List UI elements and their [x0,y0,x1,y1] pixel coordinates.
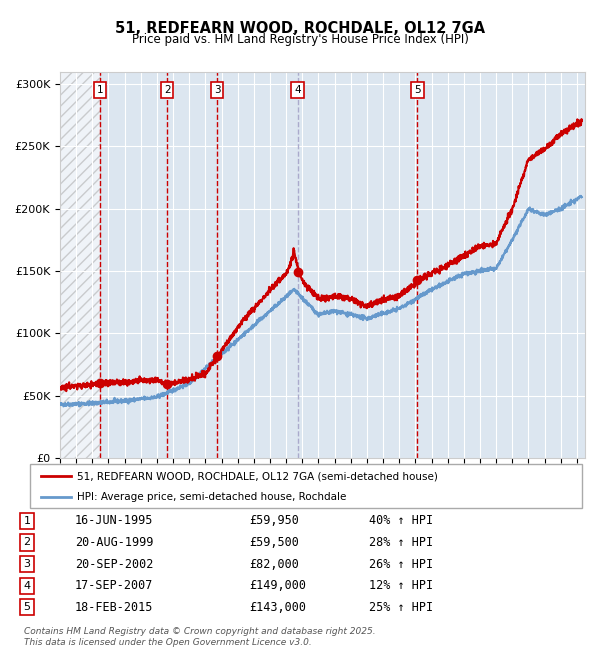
Text: 17-SEP-2007: 17-SEP-2007 [75,579,154,592]
Text: £149,000: £149,000 [249,579,306,592]
Text: 2: 2 [164,85,170,95]
Text: 26% ↑ HPI: 26% ↑ HPI [369,558,433,571]
Text: HPI: Average price, semi-detached house, Rochdale: HPI: Average price, semi-detached house,… [77,492,346,502]
Text: 20-SEP-2002: 20-SEP-2002 [75,558,154,571]
Text: 5: 5 [23,603,31,612]
Text: 1: 1 [97,85,103,95]
Text: 16-JUN-1995: 16-JUN-1995 [75,514,154,527]
Text: 18-FEB-2015: 18-FEB-2015 [75,601,154,614]
Text: 40% ↑ HPI: 40% ↑ HPI [369,514,433,527]
Text: £59,950: £59,950 [249,514,299,527]
Text: 51, REDFEARN WOOD, ROCHDALE, OL12 7GA: 51, REDFEARN WOOD, ROCHDALE, OL12 7GA [115,21,485,36]
Text: 3: 3 [23,559,31,569]
Bar [60,72,100,458]
Text: £59,500: £59,500 [249,536,299,549]
Text: Contains HM Land Registry data © Crown copyright and database right 2025.
This d: Contains HM Land Registry data © Crown c… [24,627,376,647]
Text: Price paid vs. HM Land Registry's House Price Index (HPI): Price paid vs. HM Land Registry's House … [131,32,469,46]
Text: 1: 1 [23,516,31,526]
Text: £143,000: £143,000 [249,601,306,614]
Text: 4: 4 [23,580,31,591]
Text: £82,000: £82,000 [249,558,299,571]
Text: 20-AUG-1999: 20-AUG-1999 [75,536,154,549]
FancyBboxPatch shape [30,464,582,508]
Text: 5: 5 [414,85,421,95]
Text: 28% ↑ HPI: 28% ↑ HPI [369,536,433,549]
Text: 51, REDFEARN WOOD, ROCHDALE, OL12 7GA (semi-detached house): 51, REDFEARN WOOD, ROCHDALE, OL12 7GA (s… [77,471,438,481]
Text: 4: 4 [295,85,301,95]
Text: 2: 2 [23,538,31,547]
Text: 25% ↑ HPI: 25% ↑ HPI [369,601,433,614]
Text: 3: 3 [214,85,220,95]
Text: 12% ↑ HPI: 12% ↑ HPI [369,579,433,592]
